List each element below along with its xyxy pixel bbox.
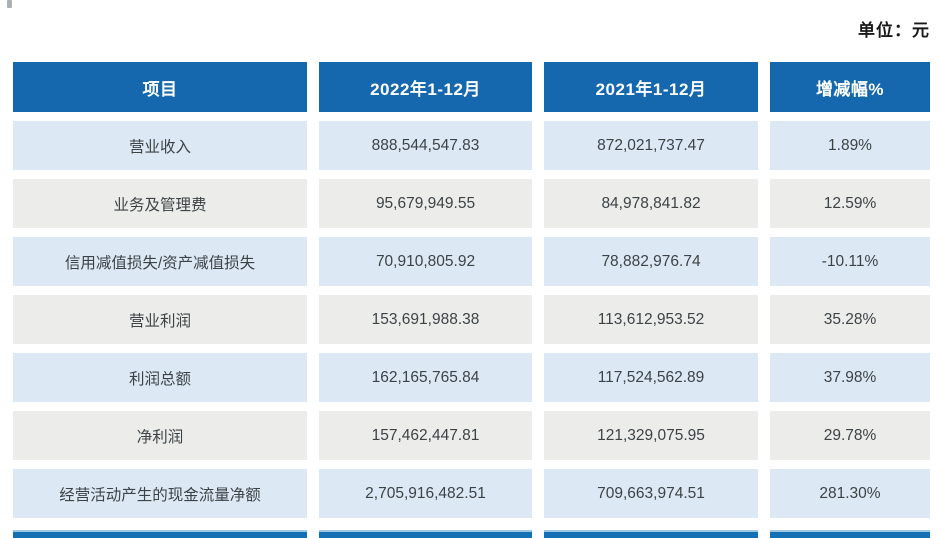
table-row-cell-item: 业务及管理费 bbox=[13, 179, 307, 228]
cutoff-next-header-row bbox=[13, 530, 930, 538]
table-row-cell-change: 281.30% bbox=[770, 469, 930, 518]
crop-artifact-mark bbox=[7, 0, 12, 8]
table-row-cell-2022: 95,679,949.55 bbox=[319, 179, 532, 228]
table-row-cell-change: 12.59% bbox=[770, 179, 930, 228]
table-row-cell-change: 35.28% bbox=[770, 295, 930, 344]
table-row-cell-2021: 113,612,953.52 bbox=[544, 295, 758, 344]
column-header-2022: 2022年1-12月 bbox=[319, 62, 532, 112]
table-row-cell-2021: 121,329,075.95 bbox=[544, 411, 758, 460]
table-row-cell-item: 营业利润 bbox=[13, 295, 307, 344]
column-header-change: 增减幅% bbox=[770, 62, 930, 112]
cutoff-header-segment bbox=[770, 530, 930, 538]
cutoff-header-segment bbox=[13, 530, 307, 538]
table-row-cell-2022: 162,165,765.84 bbox=[319, 353, 532, 402]
table-row-cell-2022: 2,705,916,482.51 bbox=[319, 469, 532, 518]
table-row-cell-item: 信用减值损失/资产减值损失 bbox=[13, 237, 307, 286]
table-row-cell-item: 净利润 bbox=[13, 411, 307, 460]
table-row-cell-item: 经营活动产生的现金流量净额 bbox=[13, 469, 307, 518]
table-row-cell-change: -10.11% bbox=[770, 237, 930, 286]
table-row-cell-2022: 888,544,547.83 bbox=[319, 121, 532, 170]
table-row-cell-2021: 84,978,841.82 bbox=[544, 179, 758, 228]
table-row-cell-2022: 153,691,988.38 bbox=[319, 295, 532, 344]
table-row-cell-item: 利润总额 bbox=[13, 353, 307, 402]
table-row-cell-item: 营业收入 bbox=[13, 121, 307, 170]
cutoff-header-segment bbox=[544, 530, 758, 538]
cutoff-header-segment bbox=[319, 530, 532, 538]
table-row-cell-2021: 709,663,974.51 bbox=[544, 469, 758, 518]
table-row-cell-change: 29.78% bbox=[770, 411, 930, 460]
table-row-cell-2022: 157,462,447.81 bbox=[319, 411, 532, 460]
financial-table: 项目 2022年1-12月 2021年1-12月 增减幅% 营业收入 888,5… bbox=[13, 62, 930, 518]
table-row-cell-2021: 78,882,976.74 bbox=[544, 237, 758, 286]
column-header-item: 项目 bbox=[13, 62, 307, 112]
unit-label: 单位：元 bbox=[858, 21, 930, 40]
column-header-2021: 2021年1-12月 bbox=[544, 62, 758, 112]
table-row-cell-change: 37.98% bbox=[770, 353, 930, 402]
table-row-cell-2022: 70,910,805.92 bbox=[319, 237, 532, 286]
table-row-cell-2021: 117,524,562.89 bbox=[544, 353, 758, 402]
table-row-cell-2021: 872,021,737.47 bbox=[544, 121, 758, 170]
table-row-cell-change: 1.89% bbox=[770, 121, 930, 170]
